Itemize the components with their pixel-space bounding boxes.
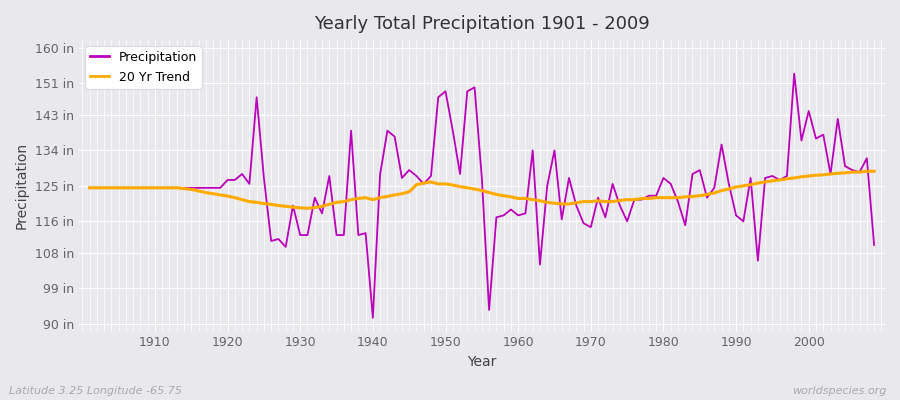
- Title: Yearly Total Precipitation 1901 - 2009: Yearly Total Precipitation 1901 - 2009: [314, 15, 650, 33]
- Legend: Precipitation, 20 Yr Trend: Precipitation, 20 Yr Trend: [85, 46, 202, 89]
- X-axis label: Year: Year: [467, 355, 497, 369]
- Text: Latitude 3.25 Longitude -65.75: Latitude 3.25 Longitude -65.75: [9, 386, 182, 396]
- Text: worldspecies.org: worldspecies.org: [792, 386, 886, 396]
- Y-axis label: Precipitation: Precipitation: [15, 142, 29, 230]
